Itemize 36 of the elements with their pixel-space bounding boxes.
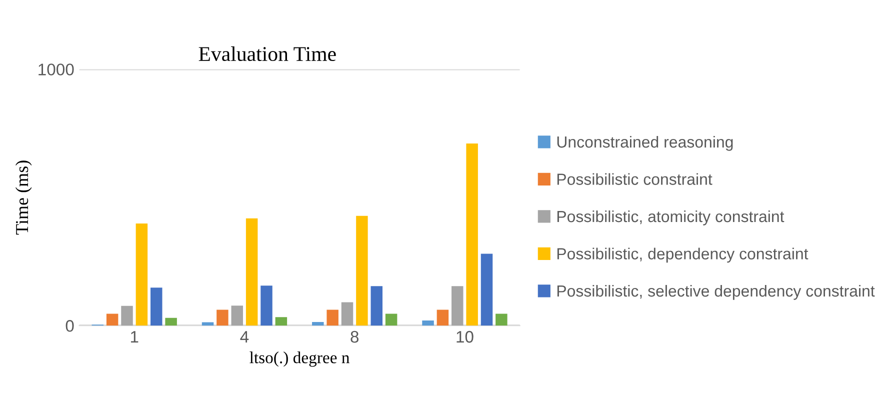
bar <box>216 310 228 326</box>
legend-label: Possibilistic, selective dependency constraint <box>557 284 875 300</box>
bar <box>341 302 354 326</box>
bar <box>496 314 508 326</box>
bar <box>231 306 244 326</box>
legend-label: Possibilistic, dependency constraint <box>557 248 808 263</box>
y-tick-label: 1000 <box>38 64 74 76</box>
bar <box>480 254 493 326</box>
bar <box>370 286 382 326</box>
bar <box>275 317 288 326</box>
legend-label: Possibilistic, atomicity constraint <box>557 210 784 226</box>
bar <box>246 218 258 326</box>
x-tick-label: 4 <box>240 331 249 343</box>
bar <box>452 286 464 326</box>
legend-label: Possibilistic constraint <box>557 173 712 185</box>
bar <box>106 314 118 326</box>
chart-title: Evaluation Time <box>198 46 336 62</box>
bar <box>385 314 398 326</box>
bar <box>312 322 324 326</box>
bar <box>260 286 272 326</box>
y-tick-label: 0 <box>66 320 74 332</box>
x-tick-label: 8 <box>350 330 359 343</box>
bar <box>436 310 449 326</box>
bar <box>121 306 133 326</box>
bar <box>422 320 434 326</box>
bar <box>150 288 162 326</box>
x-tick-label: 10 <box>456 330 474 343</box>
legend-label: Unconstrained reasoning <box>557 136 733 151</box>
bar <box>165 318 177 326</box>
x-tick-label: 1 <box>130 331 138 343</box>
bar <box>136 224 148 326</box>
bar <box>356 216 368 326</box>
bar <box>326 310 338 326</box>
bar <box>466 144 478 326</box>
x-axis-title: ltso(.) degree n <box>250 352 350 367</box>
y-axis-title: Time (ms) <box>15 160 32 235</box>
